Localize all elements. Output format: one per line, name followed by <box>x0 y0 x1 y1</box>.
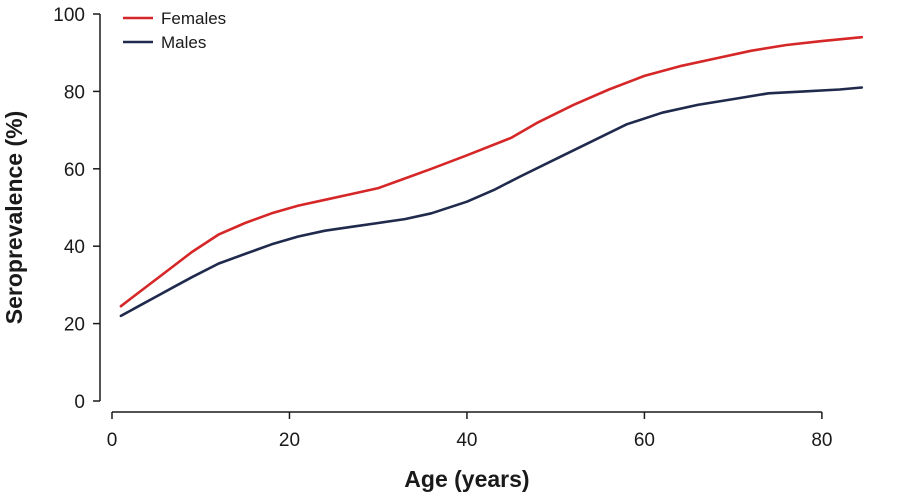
x-tick-label: 40 <box>456 430 477 451</box>
axes: 0 20 40 60 80 100 0 20 40 60 80 <box>53 5 832 451</box>
y-tick-label: 100 <box>53 5 85 26</box>
legend-label-males: Males <box>161 33 206 52</box>
x-tick-label: 0 <box>107 430 118 451</box>
y-ticks: 0 20 40 60 80 100 <box>53 5 100 413</box>
legend: Females Males <box>123 9 226 52</box>
y-tick-label: 60 <box>64 160 85 181</box>
x-axis-title: Age (years) <box>404 466 529 492</box>
y-tick-label: 20 <box>64 315 85 336</box>
y-axis-title: Seroprevalence (%) <box>1 111 27 324</box>
legend-label-females: Females <box>161 9 226 28</box>
series-lines <box>119 35 864 318</box>
x-tick-label: 60 <box>634 430 655 451</box>
x-ticks: 0 20 40 60 80 <box>107 412 832 451</box>
series-line-males <box>119 86 864 318</box>
y-tick-label: 80 <box>64 82 85 103</box>
series-line-females <box>119 35 864 308</box>
y-tick-label: 40 <box>64 237 85 258</box>
y-tick-label: 0 <box>74 392 85 413</box>
x-tick-label: 20 <box>279 430 300 451</box>
x-tick-label: 80 <box>811 430 832 451</box>
